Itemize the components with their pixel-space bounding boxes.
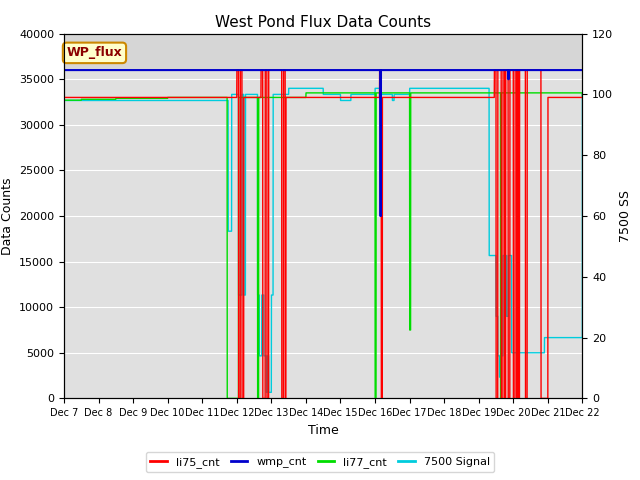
X-axis label: Time: Time xyxy=(308,424,339,437)
wmp_cnt xyxy=(454,67,461,73)
wmp_cnt xyxy=(376,213,384,219)
li77_cnt xyxy=(236,95,244,100)
Line: wmp_cnt: wmp_cnt xyxy=(64,70,582,216)
Line: li77_cnt: li77_cnt xyxy=(64,93,582,398)
wmp_cnt xyxy=(60,67,68,73)
Line: li75_cnt: li75_cnt xyxy=(64,70,582,398)
Y-axis label: 7500 SS: 7500 SS xyxy=(619,190,632,242)
7500 Signal xyxy=(454,85,461,91)
7500 Signal xyxy=(262,389,270,395)
7500 Signal xyxy=(236,292,244,298)
li77_cnt xyxy=(454,90,461,96)
li75_cnt xyxy=(550,95,558,100)
Legend: li75_cnt, wmp_cnt, li77_cnt, 7500 Signal: li75_cnt, wmp_cnt, li77_cnt, 7500 Signal xyxy=(146,452,494,472)
li77_cnt xyxy=(550,90,558,96)
li75_cnt xyxy=(233,67,241,73)
7500 Signal xyxy=(550,335,558,340)
li75_cnt xyxy=(579,95,586,100)
li75_cnt xyxy=(306,95,314,100)
li77_cnt xyxy=(223,396,231,401)
7500 Signal xyxy=(579,92,586,97)
li77_cnt xyxy=(60,97,68,103)
wmp_cnt xyxy=(305,67,313,73)
7500 Signal xyxy=(306,85,314,91)
wmp_cnt xyxy=(557,67,564,73)
li75_cnt xyxy=(235,396,243,401)
wmp_cnt xyxy=(550,67,558,73)
li77_cnt xyxy=(306,90,314,96)
wmp_cnt xyxy=(439,67,447,73)
7500 Signal xyxy=(60,97,68,103)
li75_cnt xyxy=(439,95,447,100)
li77_cnt xyxy=(557,90,564,96)
7500 Signal xyxy=(285,85,292,91)
Line: 7500 Signal: 7500 Signal xyxy=(64,88,582,392)
li77_cnt xyxy=(579,95,586,100)
li77_cnt xyxy=(302,90,310,96)
li75_cnt xyxy=(557,95,564,100)
Y-axis label: Data Counts: Data Counts xyxy=(1,177,13,255)
Bar xyxy=(64,34,582,70)
wmp_cnt xyxy=(579,67,586,73)
li75_cnt xyxy=(454,95,461,100)
li75_cnt xyxy=(236,67,244,73)
7500 Signal xyxy=(557,335,564,340)
Title: West Pond Flux Data Counts: West Pond Flux Data Counts xyxy=(215,15,431,30)
li77_cnt xyxy=(439,90,447,96)
7500 Signal xyxy=(439,85,447,91)
Text: WP_flux: WP_flux xyxy=(67,47,122,60)
li75_cnt xyxy=(60,95,68,100)
wmp_cnt xyxy=(236,67,244,73)
